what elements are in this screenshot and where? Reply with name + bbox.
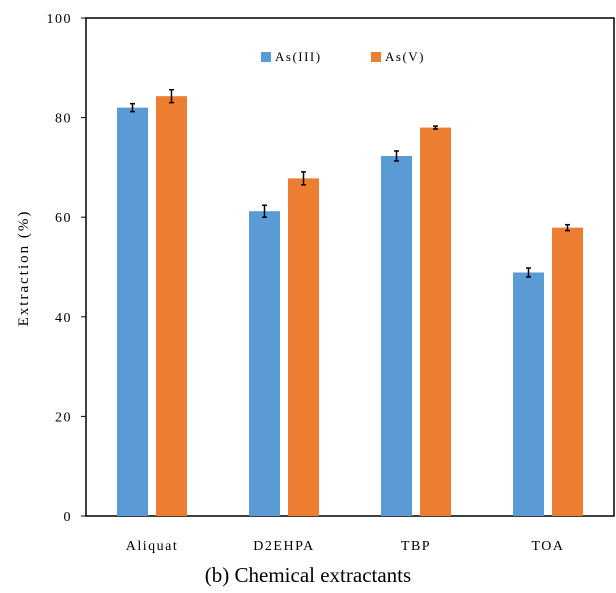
legend-swatch xyxy=(371,52,381,62)
bar-As(III)-TBP xyxy=(381,155,412,517)
bar-As(V)-TBP xyxy=(420,127,451,516)
x-axis-caption: (b) Chemical extractants xyxy=(204,563,412,587)
x-tick-label: Aliquat xyxy=(126,539,179,554)
plot-border xyxy=(85,17,615,517)
x-tick-label: TBP xyxy=(401,539,431,554)
y-tick-label: 60 xyxy=(55,211,72,226)
bar-As(III)-TOA xyxy=(513,272,544,516)
bar-As(V)-Aliquat xyxy=(156,96,187,516)
legend-label: As(III) xyxy=(275,49,322,64)
y-axis-ticks: 0 20 40 60 80 100 xyxy=(47,12,86,525)
y-tick-label: 100 xyxy=(47,12,73,27)
plot-frame xyxy=(85,17,615,517)
x-tick-label: D2EHPA xyxy=(253,539,314,554)
bar-As(V)-TOA xyxy=(552,227,583,516)
bar-As(III)-D2EHPA xyxy=(249,211,280,516)
y-tick-label: 40 xyxy=(55,311,72,326)
bar-As(V)-D2EHPA xyxy=(288,178,319,516)
y-axis-title: Extraction (%) xyxy=(16,210,32,327)
x-tick-label: TOA xyxy=(531,539,564,554)
legend-label: As(V) xyxy=(385,49,425,64)
legend: As(III) As(V) xyxy=(261,49,425,64)
bars xyxy=(117,88,583,517)
legend-swatch xyxy=(261,52,271,62)
bar-As(III)-Aliquat xyxy=(117,107,148,516)
y-tick-label: 20 xyxy=(55,410,72,425)
y-tick-label: 0 xyxy=(64,510,73,525)
y-tick-label: 80 xyxy=(55,112,72,127)
x-axis-ticks: Aliquat D2EHPA TBP TOA xyxy=(126,539,564,554)
